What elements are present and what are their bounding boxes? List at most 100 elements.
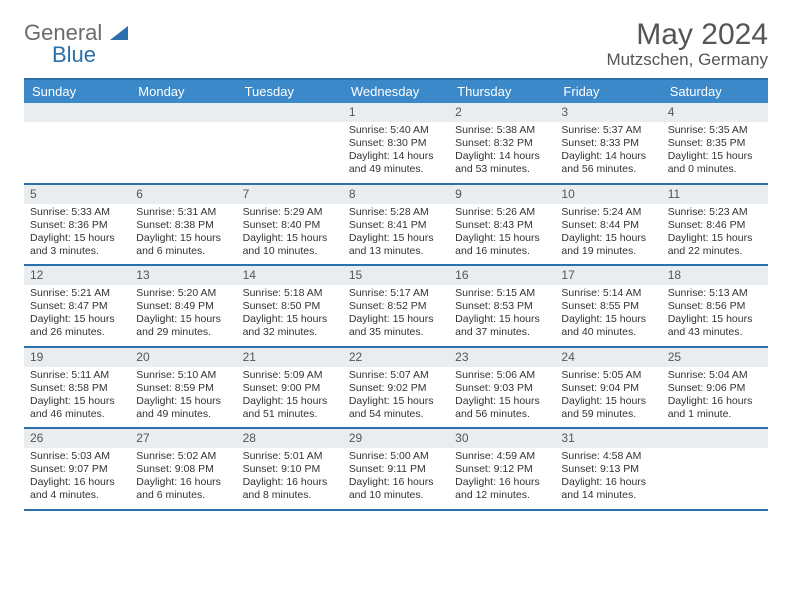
- day-cell: 25Sunrise: 5:04 AMSunset: 9:06 PMDayligh…: [662, 348, 768, 428]
- day-cell: 16Sunrise: 5:15 AMSunset: 8:53 PMDayligh…: [449, 266, 555, 346]
- day-details: Sunrise: 5:15 AMSunset: 8:53 PMDaylight:…: [449, 285, 555, 346]
- weekday-tuesday: Tuesday: [237, 80, 343, 103]
- day-cell: 21Sunrise: 5:09 AMSunset: 9:00 PMDayligh…: [237, 348, 343, 428]
- day-cell: 15Sunrise: 5:17 AMSunset: 8:52 PMDayligh…: [343, 266, 449, 346]
- empty-day-number: [130, 103, 236, 122]
- header: General Blue May 2024 Mutzschen, Germany: [24, 18, 768, 70]
- day-number: 13: [130, 266, 236, 285]
- day-number: 8: [343, 185, 449, 204]
- day-cell: 12Sunrise: 5:21 AMSunset: 8:47 PMDayligh…: [24, 266, 130, 346]
- day-number: 28: [237, 429, 343, 448]
- day-number: 17: [555, 266, 661, 285]
- day-details: Sunrise: 5:04 AMSunset: 9:06 PMDaylight:…: [662, 367, 768, 428]
- day-details: Sunrise: 5:23 AMSunset: 8:46 PMDaylight:…: [662, 204, 768, 265]
- day-cell: 14Sunrise: 5:18 AMSunset: 8:50 PMDayligh…: [237, 266, 343, 346]
- day-details: Sunrise: 5:14 AMSunset: 8:55 PMDaylight:…: [555, 285, 661, 346]
- day-details: Sunrise: 5:33 AMSunset: 8:36 PMDaylight:…: [24, 204, 130, 265]
- day-number: 31: [555, 429, 661, 448]
- day-number: 22: [343, 348, 449, 367]
- day-number: 11: [662, 185, 768, 204]
- day-number: 16: [449, 266, 555, 285]
- day-number: 1: [343, 103, 449, 122]
- title-block: May 2024 Mutzschen, Germany: [606, 18, 768, 70]
- day-cell: 11Sunrise: 5:23 AMSunset: 8:46 PMDayligh…: [662, 185, 768, 265]
- day-number: 18: [662, 266, 768, 285]
- day-number: 19: [24, 348, 130, 367]
- day-details: Sunrise: 5:09 AMSunset: 9:00 PMDaylight:…: [237, 367, 343, 428]
- logo: General Blue: [24, 18, 128, 68]
- day-cell: 22Sunrise: 5:07 AMSunset: 9:02 PMDayligh…: [343, 348, 449, 428]
- logo-triangle-icon: [110, 20, 128, 46]
- day-cell: 20Sunrise: 5:10 AMSunset: 8:59 PMDayligh…: [130, 348, 236, 428]
- day-cell: [662, 429, 768, 509]
- day-cell: 23Sunrise: 5:06 AMSunset: 9:03 PMDayligh…: [449, 348, 555, 428]
- day-number: 15: [343, 266, 449, 285]
- day-details: Sunrise: 4:58 AMSunset: 9:13 PMDaylight:…: [555, 448, 661, 509]
- weekday-saturday: Saturday: [662, 80, 768, 103]
- day-details: Sunrise: 5:07 AMSunset: 9:02 PMDaylight:…: [343, 367, 449, 428]
- day-cell: [130, 103, 236, 183]
- week-row: 12Sunrise: 5:21 AMSunset: 8:47 PMDayligh…: [24, 266, 768, 348]
- day-number: 25: [662, 348, 768, 367]
- day-details: Sunrise: 5:13 AMSunset: 8:56 PMDaylight:…: [662, 285, 768, 346]
- day-cell: 1Sunrise: 5:40 AMSunset: 8:30 PMDaylight…: [343, 103, 449, 183]
- day-cell: 24Sunrise: 5:05 AMSunset: 9:04 PMDayligh…: [555, 348, 661, 428]
- empty-day-number: [662, 429, 768, 448]
- day-number: 20: [130, 348, 236, 367]
- day-details: Sunrise: 5:05 AMSunset: 9:04 PMDaylight:…: [555, 367, 661, 428]
- day-number: 10: [555, 185, 661, 204]
- day-cell: 18Sunrise: 5:13 AMSunset: 8:56 PMDayligh…: [662, 266, 768, 346]
- day-number: 7: [237, 185, 343, 204]
- day-cell: 6Sunrise: 5:31 AMSunset: 8:38 PMDaylight…: [130, 185, 236, 265]
- day-number: 2: [449, 103, 555, 122]
- day-cell: 29Sunrise: 5:00 AMSunset: 9:11 PMDayligh…: [343, 429, 449, 509]
- day-details: Sunrise: 5:38 AMSunset: 8:32 PMDaylight:…: [449, 122, 555, 183]
- day-number: 12: [24, 266, 130, 285]
- day-details: Sunrise: 5:20 AMSunset: 8:49 PMDaylight:…: [130, 285, 236, 346]
- day-details: Sunrise: 5:02 AMSunset: 9:08 PMDaylight:…: [130, 448, 236, 509]
- day-details: Sunrise: 5:40 AMSunset: 8:30 PMDaylight:…: [343, 122, 449, 183]
- day-cell: 2Sunrise: 5:38 AMSunset: 8:32 PMDaylight…: [449, 103, 555, 183]
- weekday-wednesday: Wednesday: [343, 80, 449, 103]
- day-cell: 13Sunrise: 5:20 AMSunset: 8:49 PMDayligh…: [130, 266, 236, 346]
- weekday-monday: Monday: [130, 80, 236, 103]
- day-number: 4: [662, 103, 768, 122]
- day-cell: [24, 103, 130, 183]
- day-cell: 3Sunrise: 5:37 AMSunset: 8:33 PMDaylight…: [555, 103, 661, 183]
- day-details: Sunrise: 5:31 AMSunset: 8:38 PMDaylight:…: [130, 204, 236, 265]
- day-cell: 5Sunrise: 5:33 AMSunset: 8:36 PMDaylight…: [24, 185, 130, 265]
- empty-day-number: [24, 103, 130, 122]
- weekday-header: Sunday Monday Tuesday Wednesday Thursday…: [24, 80, 768, 103]
- day-cell: 31Sunrise: 4:58 AMSunset: 9:13 PMDayligh…: [555, 429, 661, 509]
- week-row: 5Sunrise: 5:33 AMSunset: 8:36 PMDaylight…: [24, 185, 768, 267]
- day-cell: 7Sunrise: 5:29 AMSunset: 8:40 PMDaylight…: [237, 185, 343, 265]
- calendar-body: 1Sunrise: 5:40 AMSunset: 8:30 PMDaylight…: [24, 103, 768, 511]
- week-row: 19Sunrise: 5:11 AMSunset: 8:58 PMDayligh…: [24, 348, 768, 430]
- day-cell: 27Sunrise: 5:02 AMSunset: 9:08 PMDayligh…: [130, 429, 236, 509]
- day-details: Sunrise: 5:17 AMSunset: 8:52 PMDaylight:…: [343, 285, 449, 346]
- empty-day-number: [237, 103, 343, 122]
- day-number: 24: [555, 348, 661, 367]
- day-details: Sunrise: 5:24 AMSunset: 8:44 PMDaylight:…: [555, 204, 661, 265]
- week-row: 26Sunrise: 5:03 AMSunset: 9:07 PMDayligh…: [24, 429, 768, 511]
- day-details: Sunrise: 5:21 AMSunset: 8:47 PMDaylight:…: [24, 285, 130, 346]
- day-number: 27: [130, 429, 236, 448]
- day-cell: 4Sunrise: 5:35 AMSunset: 8:35 PMDaylight…: [662, 103, 768, 183]
- day-details: Sunrise: 5:01 AMSunset: 9:10 PMDaylight:…: [237, 448, 343, 509]
- day-details: Sunrise: 5:26 AMSunset: 8:43 PMDaylight:…: [449, 204, 555, 265]
- day-number: 29: [343, 429, 449, 448]
- day-cell: 30Sunrise: 4:59 AMSunset: 9:12 PMDayligh…: [449, 429, 555, 509]
- day-number: 9: [449, 185, 555, 204]
- day-number: 30: [449, 429, 555, 448]
- day-number: 23: [449, 348, 555, 367]
- weekday-thursday: Thursday: [449, 80, 555, 103]
- day-details: Sunrise: 5:11 AMSunset: 8:58 PMDaylight:…: [24, 367, 130, 428]
- day-number: 14: [237, 266, 343, 285]
- day-cell: 26Sunrise: 5:03 AMSunset: 9:07 PMDayligh…: [24, 429, 130, 509]
- day-details: Sunrise: 5:28 AMSunset: 8:41 PMDaylight:…: [343, 204, 449, 265]
- day-details: Sunrise: 5:29 AMSunset: 8:40 PMDaylight:…: [237, 204, 343, 265]
- day-cell: 19Sunrise: 5:11 AMSunset: 8:58 PMDayligh…: [24, 348, 130, 428]
- day-cell: 17Sunrise: 5:14 AMSunset: 8:55 PMDayligh…: [555, 266, 661, 346]
- location: Mutzschen, Germany: [606, 50, 768, 70]
- day-cell: 9Sunrise: 5:26 AMSunset: 8:43 PMDaylight…: [449, 185, 555, 265]
